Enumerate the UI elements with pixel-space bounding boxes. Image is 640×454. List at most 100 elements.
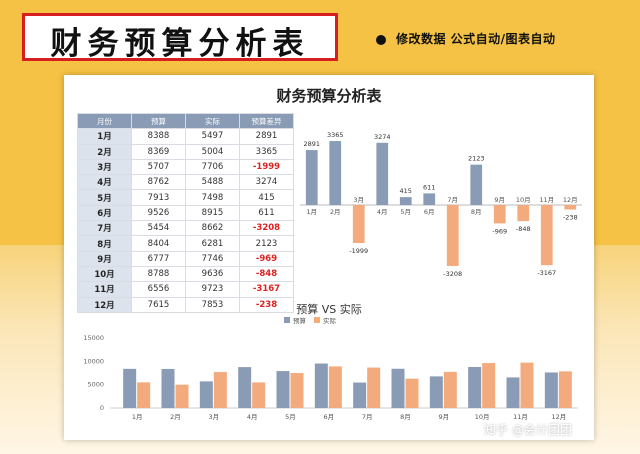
cell-diff[interactable]: 3365: [239, 143, 294, 160]
col-header-diff: 预算差异: [239, 112, 294, 130]
cell-diff[interactable]: 3274: [239, 174, 294, 191]
cell-diff[interactable]: -3208: [239, 220, 294, 237]
cell-actual[interactable]: 7746: [185, 250, 240, 267]
cell-budget[interactable]: 5707: [131, 158, 186, 176]
category-label: 5月: [400, 208, 411, 216]
table-header-row: 月份 预算 实际 预算差异: [77, 112, 294, 130]
category-label: 11月: [539, 196, 554, 204]
cell-month[interactable]: 7月: [77, 220, 132, 237]
cell-budget[interactable]: 8369: [131, 143, 186, 160]
table-row: 3月 5707 7706 -1999: [77, 158, 294, 176]
cell-actual[interactable]: 5497: [185, 128, 240, 145]
cell-budget[interactable]: 6777: [131, 250, 186, 267]
cell-month[interactable]: 10月: [77, 265, 132, 283]
budget-bar: [276, 371, 290, 408]
cell-month[interactable]: 6月: [77, 204, 132, 222]
cell-month[interactable]: 1月: [77, 128, 132, 145]
variance-bar: [376, 142, 389, 205]
cell-month[interactable]: 5月: [77, 189, 132, 206]
budget-bar: [199, 381, 213, 408]
cell-month[interactable]: 3月: [77, 158, 132, 176]
cell-month[interactable]: 9月: [77, 250, 132, 267]
y-tick-label: 15000: [83, 334, 104, 342]
legend-swatch-budget: [284, 317, 290, 323]
category-label: 12月: [551, 413, 566, 421]
data-label: 3365: [327, 131, 344, 139]
cell-budget[interactable]: 8762: [131, 174, 186, 191]
watermark: 知乎 @会计团团: [484, 423, 572, 437]
variance-bar: [423, 193, 436, 205]
category-label: 5月: [285, 413, 296, 421]
category-label: 10月: [475, 413, 490, 421]
banner-title-box: 财务预算分析表: [22, 13, 338, 62]
category-label: 4月: [247, 413, 258, 421]
cell-diff[interactable]: -969: [239, 250, 294, 267]
cell-budget[interactable]: 7913: [131, 189, 186, 206]
cell-month[interactable]: 8月: [77, 235, 132, 252]
table-row: 9月 6777 7746 -969: [77, 250, 294, 267]
legend-label-budget: 预算: [293, 316, 307, 325]
category-label: 12月: [563, 196, 578, 204]
table-row: 6月 9526 8915 611: [77, 204, 294, 222]
category-label: 11月: [513, 413, 528, 421]
col-header-month: 月份: [77, 112, 132, 130]
actual-bar: [405, 378, 419, 408]
budget-bar: [353, 382, 367, 408]
cell-diff[interactable]: 611: [239, 204, 294, 222]
cell-budget[interactable]: 7615: [131, 296, 186, 313]
category-label: 7月: [447, 196, 458, 204]
cell-actual[interactable]: 8915: [185, 204, 240, 222]
table-row: 5月 7913 7498 415: [77, 189, 294, 206]
variance-bar: [564, 205, 577, 210]
category-label: 4月: [377, 208, 388, 216]
variance-bar: [540, 205, 553, 266]
cell-budget[interactable]: 8404: [131, 235, 186, 252]
cell-diff[interactable]: -848: [239, 265, 294, 283]
cell-actual[interactable]: 8662: [185, 220, 240, 237]
cell-actual[interactable]: 7706: [185, 158, 240, 176]
cell-diff[interactable]: 415: [239, 189, 294, 206]
cell-actual[interactable]: 6281: [185, 235, 240, 252]
cell-diff[interactable]: -1999: [239, 158, 294, 176]
budget-bar: [391, 368, 405, 408]
actual-bar: [443, 371, 457, 408]
bullet-dot-icon: [376, 35, 386, 45]
cell-actual[interactable]: 5488: [185, 174, 240, 191]
cell-budget[interactable]: 5454: [131, 220, 186, 237]
cell-actual[interactable]: 9636: [185, 265, 240, 283]
variance-bar-chart: 2891 1月 3365 2月 -1999 3月 3274 4月 415 5月 611 6月 -3208…: [300, 131, 582, 278]
cell-month[interactable]: 2月: [77, 143, 132, 160]
category-label: 6月: [324, 413, 335, 421]
cell-actual[interactable]: 5004: [185, 143, 240, 160]
sheet-title: 财务预算分析表: [276, 87, 382, 105]
cell-diff[interactable]: 2891: [239, 128, 294, 145]
cell-month[interactable]: 4月: [77, 174, 132, 191]
col-header-actual: 实际: [185, 112, 240, 130]
cell-actual[interactable]: 7498: [185, 189, 240, 206]
cell-budget[interactable]: 9526: [131, 204, 186, 222]
cell-budget[interactable]: 8388: [131, 128, 186, 145]
data-label: -969: [492, 227, 507, 235]
budget-bar: [123, 368, 137, 408]
col-header-budget: 预算: [131, 112, 186, 130]
cell-diff[interactable]: -238: [239, 296, 294, 313]
variance-bar: [446, 205, 459, 266]
actual-bar: [367, 367, 381, 408]
variance-bar: [493, 205, 506, 224]
data-label: -848: [516, 225, 531, 233]
data-label: -238: [563, 214, 578, 222]
cell-diff[interactable]: 2123: [239, 235, 294, 252]
category-label: 1月: [132, 413, 143, 421]
table-row: 1月 8388 5497 2891: [77, 128, 294, 145]
category-label: 3月: [209, 413, 220, 421]
budget-bar: [161, 368, 175, 408]
data-label: 2123: [468, 155, 485, 163]
data-label: 3274: [374, 133, 391, 141]
category-label: 6月: [424, 208, 435, 216]
bva-chart-title: 预算 VS 实际: [296, 303, 362, 316]
category-label: 8月: [471, 208, 482, 216]
table-row: 8月 8404 6281 2123: [77, 235, 294, 252]
table-row: 10月 8788 9636 -848: [77, 265, 294, 283]
cell-budget[interactable]: 8788: [131, 265, 186, 283]
category-label: 7月: [362, 413, 373, 421]
